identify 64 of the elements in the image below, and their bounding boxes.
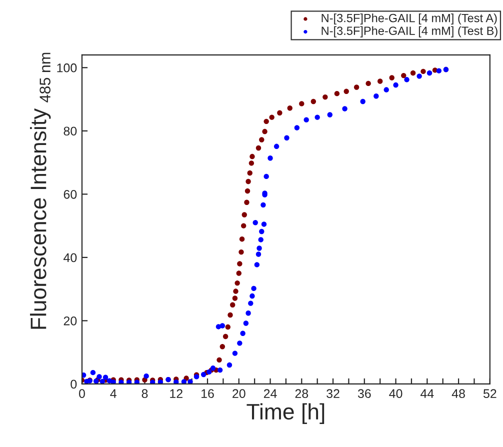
point <box>299 101 304 106</box>
point <box>236 270 242 276</box>
x-tick-label: 28 <box>295 389 308 398</box>
point <box>240 223 246 228</box>
point <box>259 137 264 142</box>
point <box>287 106 292 111</box>
x-tick-label: 0 <box>79 389 85 398</box>
x-tick-label: 48 <box>452 389 465 398</box>
point <box>389 75 394 80</box>
point <box>237 261 242 266</box>
x-tick-label: 24 <box>264 389 277 398</box>
point <box>250 154 255 160</box>
x-tick-label: 32 <box>326 389 340 398</box>
y-tick-label: 60 <box>64 190 77 199</box>
point <box>233 288 238 294</box>
x-tick-label: 52 <box>483 389 496 398</box>
point <box>238 249 244 255</box>
point <box>256 145 262 151</box>
x-tick-label: 12 <box>170 389 182 398</box>
point <box>354 84 360 90</box>
y-axis-title: Fluorescence Intensity 485 nm <box>30 52 51 329</box>
legend-label: N-[3.5F]Phe-GAIL [4 mM] (Test A) <box>322 14 497 25</box>
x-tick-label: 8 <box>142 389 148 398</box>
point <box>220 344 226 350</box>
point <box>244 188 250 194</box>
point <box>246 178 251 184</box>
point <box>239 236 245 242</box>
x-tick-label: 4 <box>110 389 116 398</box>
x-tick-label: 16 <box>202 389 214 398</box>
point <box>262 128 268 134</box>
point <box>225 324 231 330</box>
y-tick-label: 40 <box>64 253 77 262</box>
point <box>222 334 228 340</box>
point <box>310 98 316 104</box>
x-tick-label: 44 <box>420 389 434 398</box>
y-tick-label: 20 <box>64 316 77 326</box>
x-tick-label: 20 <box>232 389 246 398</box>
x-axis-title: Time [h] <box>246 403 324 424</box>
point <box>242 212 247 218</box>
point <box>366 80 371 86</box>
y-tick-label: 80 <box>64 126 77 136</box>
point <box>322 94 328 100</box>
point <box>248 160 254 166</box>
point <box>410 70 416 76</box>
y-tick-label: 0 <box>70 380 77 389</box>
point <box>247 170 252 176</box>
legend-label: N-[3.5F]Phe-GAIL [4 mM] (Test B) <box>322 26 498 38</box>
point <box>420 68 426 74</box>
point <box>401 72 406 78</box>
point <box>377 78 383 84</box>
point <box>216 357 222 363</box>
x-tick-label: 36 <box>358 389 371 398</box>
point <box>269 114 274 120</box>
x-tick-label: 40 <box>389 389 402 398</box>
point <box>234 280 240 286</box>
y-tick-label: 100 <box>57 63 77 72</box>
point <box>228 312 233 318</box>
point <box>344 88 349 94</box>
point <box>230 302 236 308</box>
point <box>244 200 250 205</box>
point <box>232 296 238 301</box>
point <box>264 118 269 124</box>
point <box>277 110 282 116</box>
point <box>334 90 340 96</box>
